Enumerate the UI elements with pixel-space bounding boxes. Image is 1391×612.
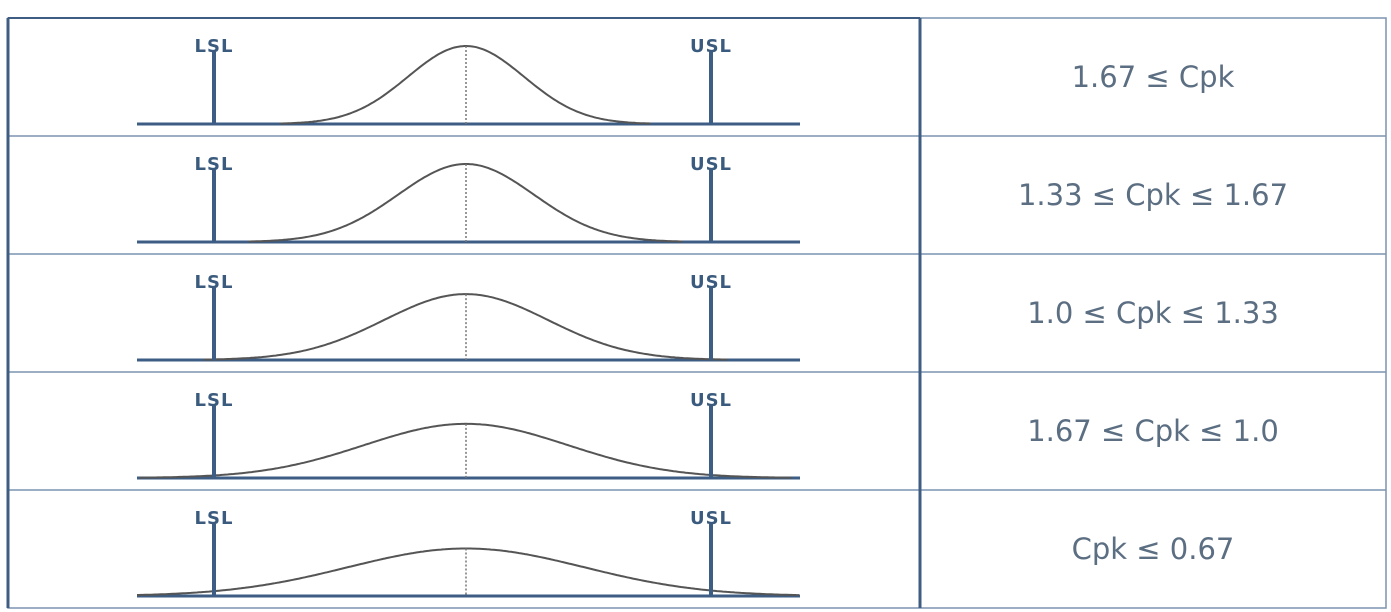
cpk-range-label: 1.67 ≤ Cpk ≤ 1.0 <box>1027 414 1279 448</box>
distribution-curve <box>137 547 799 597</box>
cpk-range-label: 1.33 ≤ Cpk ≤ 1.67 <box>1018 178 1288 212</box>
usl-label: USL <box>690 508 732 529</box>
cpk-row: LSL USL 1.67 ≤ Cpk ≤ 1.0 <box>8 371 1386 480</box>
cpk-row: LSL USL 1.0 ≤ Cpk ≤ 1.33 <box>8 253 1386 362</box>
cpk-row: LSL USL 1.67 ≤ Cpk <box>137 36 1235 126</box>
usl-label: USL <box>690 36 732 57</box>
usl-label: USL <box>690 154 732 175</box>
lsl-label: LSL <box>195 36 234 57</box>
cpk-range-label: 1.67 ≤ Cpk <box>1072 60 1235 94</box>
lsl-label: LSL <box>195 390 234 411</box>
cpk-row: LSL USL Cpk ≤ 0.67 <box>8 489 1386 598</box>
usl-label: USL <box>690 272 732 293</box>
cpk-row: LSL USL 1.33 ≤ Cpk ≤ 1.67 <box>8 135 1386 244</box>
cpk-range-label: Cpk ≤ 0.67 <box>1072 532 1235 566</box>
lsl-label: LSL <box>195 508 234 529</box>
distribution-curve <box>139 422 792 479</box>
usl-label: USL <box>690 390 732 411</box>
lsl-label: LSL <box>195 272 234 293</box>
cpk-range-label: 1.0 ≤ Cpk ≤ 1.33 <box>1027 296 1279 330</box>
lsl-label: LSL <box>195 154 234 175</box>
